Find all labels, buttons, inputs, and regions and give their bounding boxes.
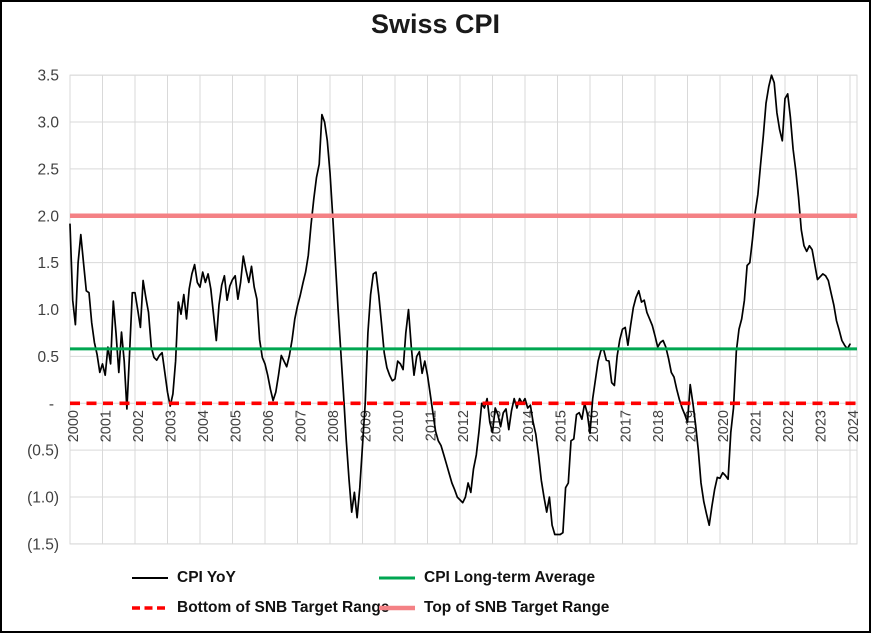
y-axis-tick-label: 2.0 [37,208,59,225]
x-axis-tick-label: 2006 [261,410,277,442]
legend-item-cpi-yoy: CPI YoY [130,569,377,587]
x-axis-tick-label: 2001 [99,410,115,442]
x-axis-tick-label: 2005 [229,410,245,442]
x-axis-tick-label: 2002 [131,410,147,442]
x-axis-tick-label: 2009 [359,410,375,442]
x-axis-tick-label: 2000 [66,410,82,442]
y-axis-tick-label: 1.0 [37,302,59,319]
legend-row-2: Bottom of SNB Target Range Top of SNB Ta… [130,593,740,623]
x-axis-tick-label: 2013 [489,410,505,442]
y-axis-tick-label: (1.0) [27,490,59,507]
x-axis-tick-label: 2012 [456,410,472,442]
y-axis-tick-label: (0.5) [27,443,59,460]
plot-border [69,74,858,545]
x-axis-tick-label: 2010 [391,410,407,442]
legend-label-cpi-yoy: CPI YoY [177,569,236,586]
x-axis-tick-label: 2018 [651,410,667,442]
x-axis-tick-label: 2020 [716,410,732,442]
legend: CPI YoY CPI Long-term Average Bottom of … [130,563,740,623]
x-axis-tick-label: 2004 [196,410,212,442]
x-axis-tick-label: 2015 [554,410,570,442]
legend-item-snb-top: Top of SNB Target Range [377,599,609,617]
x-axis-tick-label: 2024 [846,410,862,442]
legend-label-snb-top: Top of SNB Target Range [424,599,610,616]
cpi-yoy-line-icon [132,577,168,579]
legend-label-long-term-average: CPI Long-term Average [424,569,596,586]
y-axis-tick-label: 3.5 [37,68,59,85]
thick-line-icon [379,605,415,611]
x-axis-tick-label: 2008 [326,410,342,442]
y-axis-tick-label: - [49,396,54,413]
x-axis-tick-label: 2017 [619,410,635,442]
x-axis-tick-label: 2003 [164,410,180,442]
legend-row-1: CPI YoY CPI Long-term Average [130,563,740,593]
legend-item-snb-bottom: Bottom of SNB Target Range [130,599,389,617]
y-axis-tick-label: 2.5 [37,161,59,178]
y-axis-tick-label: (1.5) [27,536,59,553]
y-axis-tick-label: 0.5 [37,349,59,366]
x-axis-tick-label: 2022 [781,410,797,442]
x-axis-tick-label: 2016 [586,410,602,442]
legend-item-long-term-average: CPI Long-term Average [377,569,595,587]
x-axis-tick-label: 2023 [814,410,830,442]
cpi-yoy-line [69,74,851,536]
average-line-icon [379,576,415,580]
y-axis-tick-label: 3.0 [37,115,59,132]
x-axis-tick-label: 2021 [749,410,765,442]
chart-title: Swiss CPI [370,9,501,39]
y-axis-tick-label: 1.5 [37,255,59,272]
legend-label-snb-bottom: Bottom of SNB Target Range [177,599,390,616]
x-axis-tick-label: 2007 [294,410,310,442]
dashed-line-icon [132,606,168,610]
